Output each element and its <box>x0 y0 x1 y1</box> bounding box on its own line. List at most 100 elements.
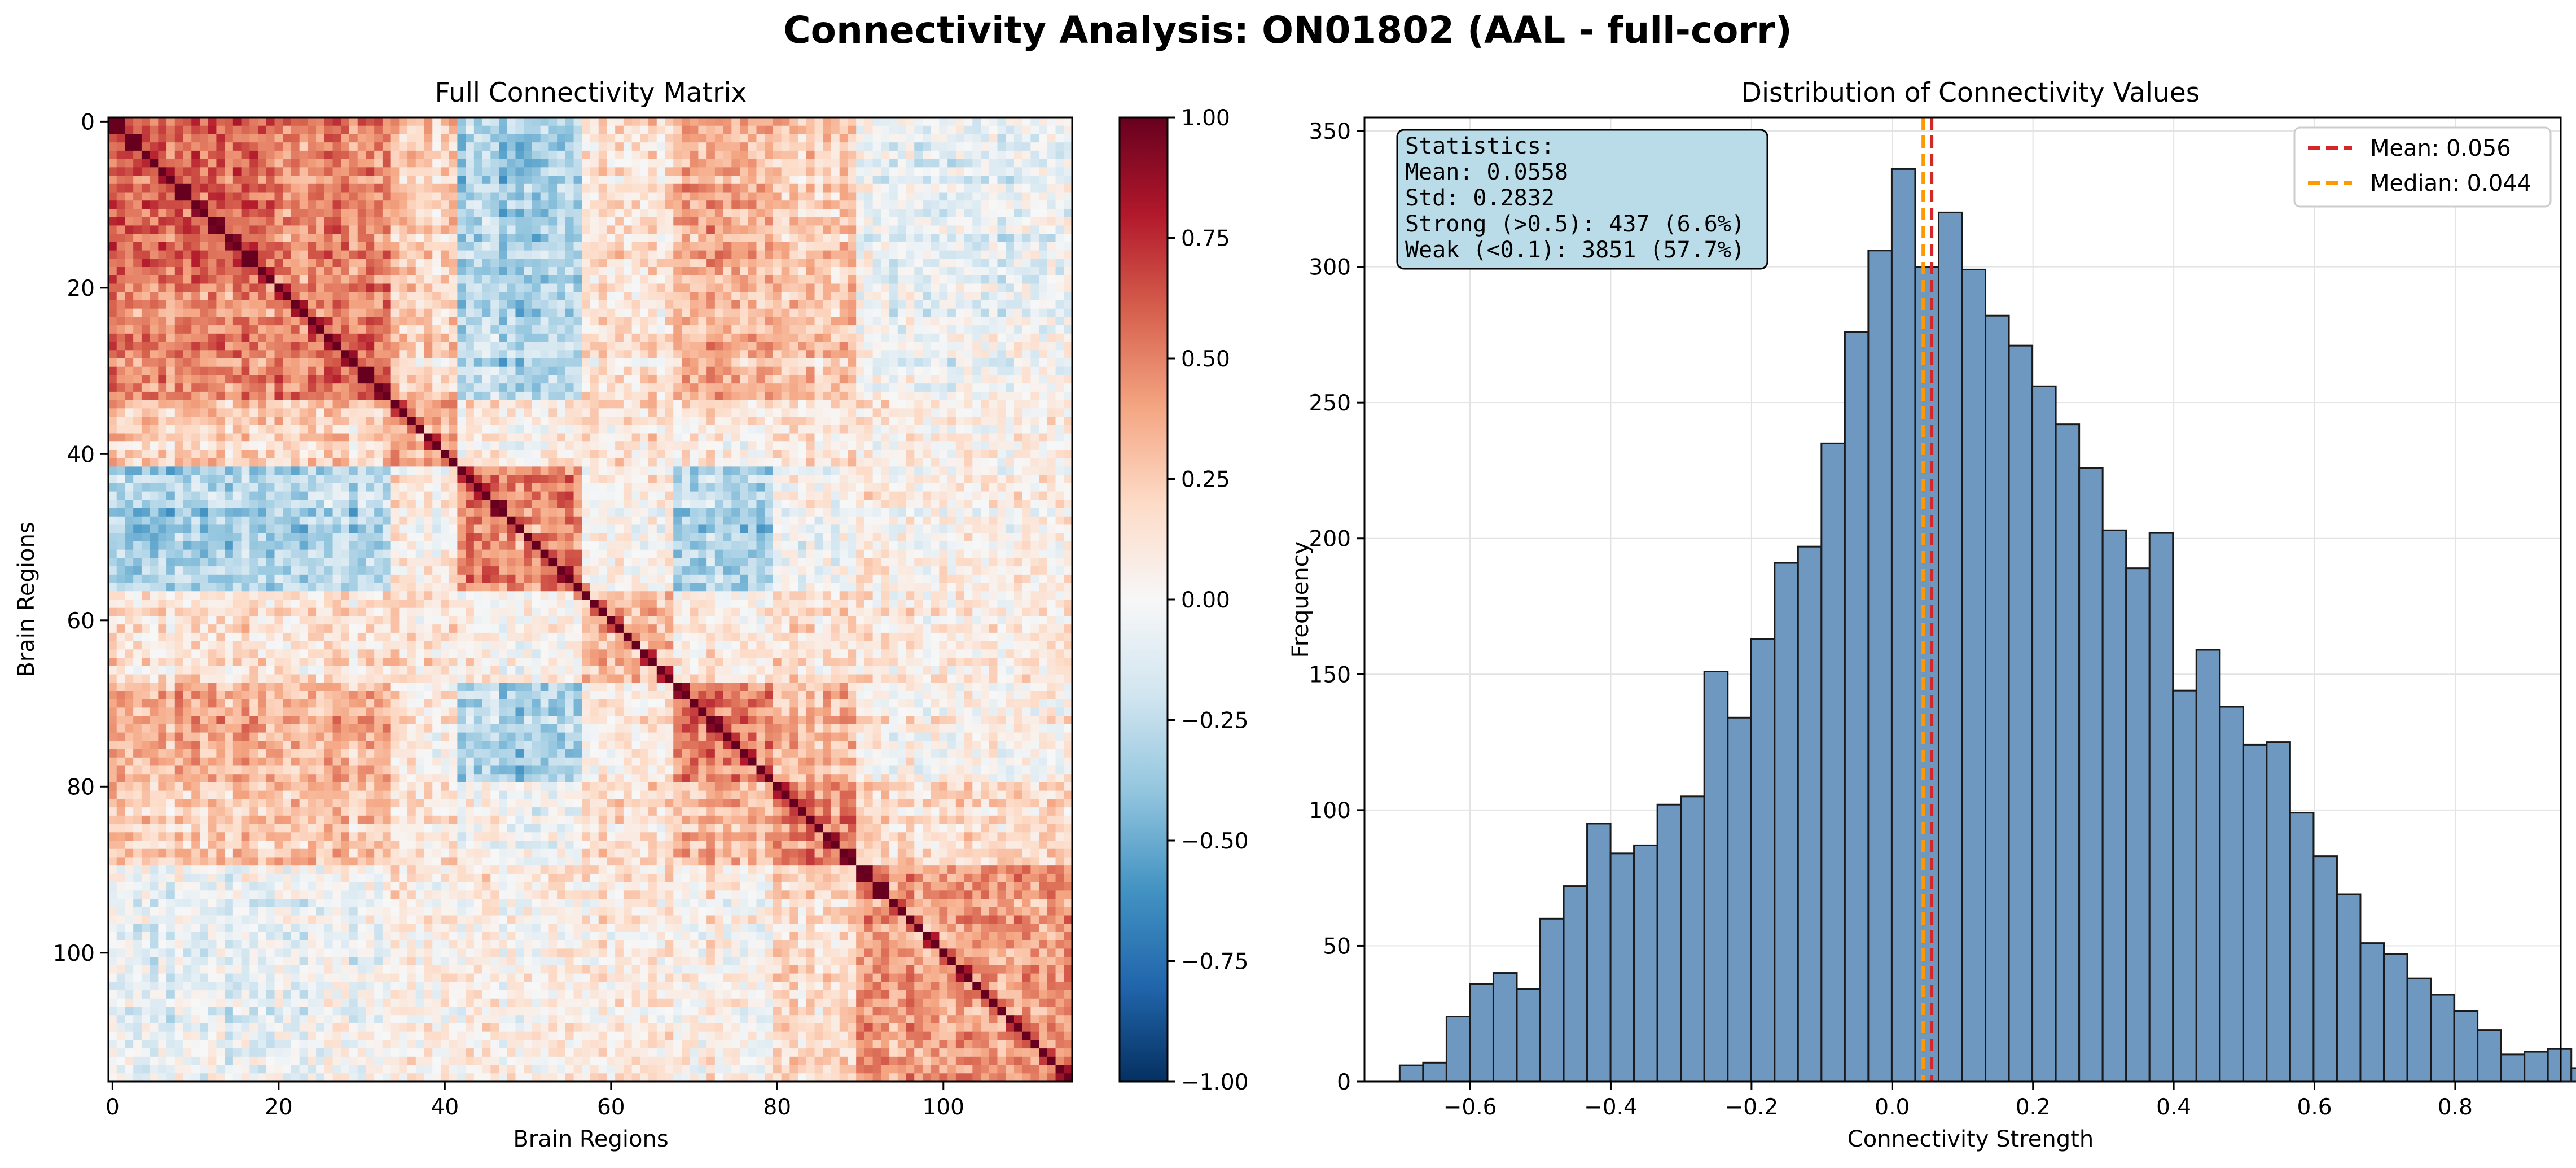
heatmap-cell <box>848 292 857 301</box>
heatmap-cell <box>548 449 558 459</box>
heatmap-cell <box>607 325 616 334</box>
heatmap-cell <box>249 308 258 317</box>
heatmap-cell <box>407 167 416 176</box>
heatmap-cell <box>848 366 857 376</box>
heatmap-cell <box>440 308 450 317</box>
heatmap-cell <box>814 433 823 442</box>
heatmap-cell <box>449 150 458 160</box>
heatmap-cell <box>199 317 209 326</box>
heatmap-cell <box>440 292 450 301</box>
heatmap-cell <box>714 325 724 334</box>
heatmap-cell <box>515 275 524 285</box>
heatmap-cell <box>133 150 142 160</box>
heatmap-cell <box>872 358 881 368</box>
heatmap-cell <box>283 466 292 475</box>
heatmap-cell <box>125 292 134 301</box>
heatmap-cell <box>690 292 699 301</box>
heatmap-cell <box>324 308 333 317</box>
heatmap-cell <box>399 242 408 251</box>
heatmap-cell <box>399 176 408 185</box>
heatmap-cell <box>407 142 416 151</box>
heatmap-cell <box>1013 283 1023 292</box>
heatmap-cell <box>756 275 765 285</box>
heatmap-cell <box>681 333 691 343</box>
heatmap-cell <box>457 183 466 193</box>
heatmap-cell <box>573 441 582 450</box>
heatmap-cell <box>864 183 874 193</box>
heatmap-cell <box>1047 217 1056 226</box>
heatmap-cell <box>955 308 965 317</box>
heatmap-cell <box>565 391 574 401</box>
heatmap-cell <box>374 325 383 334</box>
heatmap-cell <box>482 317 491 326</box>
heatmap-cell <box>524 125 533 135</box>
heatmap-cell <box>989 125 998 135</box>
heatmap-cell <box>473 458 483 467</box>
heatmap-cell <box>199 408 209 417</box>
heatmap-cell <box>1006 400 1015 409</box>
heatmap-cell <box>748 425 757 434</box>
heatmap-cell <box>864 375 874 384</box>
heatmap-cell <box>848 283 857 292</box>
heatmap-cell <box>299 208 308 218</box>
heatmap-cell <box>191 466 200 475</box>
heatmap-cell <box>698 142 707 151</box>
heatmap-cell <box>714 142 724 151</box>
heatmap-cell <box>166 142 175 151</box>
heatmap-cell <box>748 242 757 251</box>
heatmap-cell <box>532 125 541 135</box>
heatmap-cell <box>449 317 458 326</box>
heatmap-cell <box>698 250 707 259</box>
heatmap-cell <box>440 217 450 226</box>
heatmap-cell <box>183 391 192 401</box>
heatmap-cell <box>872 217 881 226</box>
heatmap-cell <box>864 383 874 392</box>
heatmap-cell <box>897 259 907 268</box>
heatmap-cell <box>939 192 948 201</box>
heatmap-cell <box>848 308 857 317</box>
heatmap-cell <box>706 300 716 309</box>
heatmap-cell <box>864 134 874 143</box>
heatmap-cell <box>399 400 408 409</box>
heatmap-cell <box>332 449 341 459</box>
heatmap-cell <box>714 366 724 376</box>
heatmap-cell <box>415 449 425 459</box>
heatmap-cell <box>997 259 1006 268</box>
heatmap-cell <box>806 466 815 475</box>
heatmap-cell <box>573 192 582 201</box>
heatmap-cell <box>906 159 915 168</box>
heatmap-cell <box>473 183 483 193</box>
heatmap-cell <box>473 333 483 343</box>
heatmap-cell <box>249 358 258 368</box>
heatmap-cell <box>299 400 308 409</box>
heatmap-cell <box>557 275 566 285</box>
heatmap-cell <box>748 292 757 301</box>
heatmap-cell <box>349 250 358 259</box>
heatmap-cell <box>615 466 624 475</box>
heatmap-cell <box>573 375 582 384</box>
heatmap-cell <box>1064 441 1073 450</box>
heatmap-cell <box>324 192 333 201</box>
heatmap-cell <box>681 275 691 285</box>
heatmap-cell <box>449 300 458 309</box>
heatmap-cell <box>1064 449 1073 459</box>
heatmap-cell <box>308 350 317 359</box>
heatmap-cell <box>723 134 732 143</box>
heatmap-cell <box>133 441 142 450</box>
heatmap-cell <box>981 283 990 292</box>
heatmap-cell <box>631 208 640 218</box>
heatmap-cell <box>565 283 574 292</box>
heatmap-cell <box>432 350 441 359</box>
heatmap-cell <box>1064 466 1073 475</box>
heatmap-cell <box>598 325 608 334</box>
heatmap-cell <box>972 333 981 343</box>
heatmap-cell <box>665 333 674 343</box>
heatmap-cell <box>158 466 167 475</box>
heatmap-cell <box>457 391 466 401</box>
heatmap-cell <box>133 433 142 442</box>
heatmap-cell <box>316 366 325 376</box>
heatmap-cell <box>573 391 582 401</box>
heatmap-cell <box>1064 125 1073 135</box>
heatmap-cell <box>947 342 956 351</box>
heatmap-cell <box>665 292 674 301</box>
